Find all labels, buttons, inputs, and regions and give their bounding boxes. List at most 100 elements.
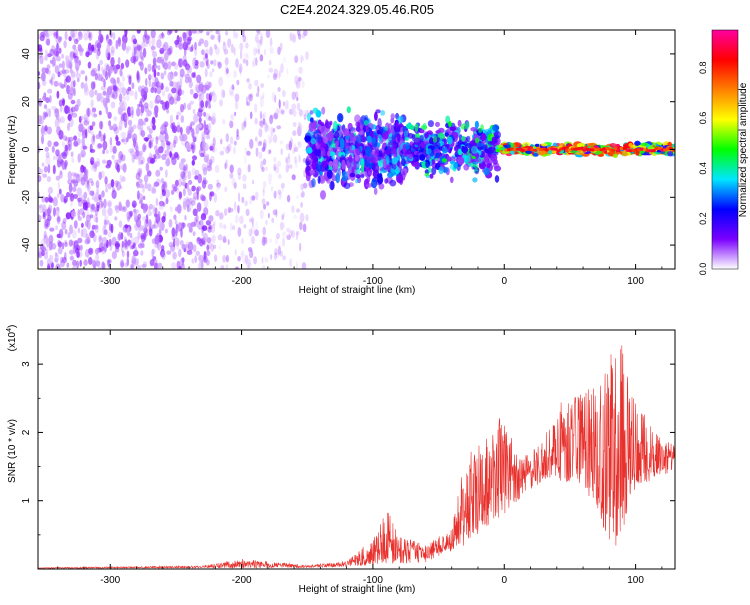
heatmap-cell [102,225,105,236]
heatmap-cell [463,163,470,171]
heatmap-cell [270,254,273,260]
heatmap-cell [192,62,196,69]
heatmap-cell [49,227,55,232]
heatmap-cell [58,173,63,179]
heatmap-cell [185,163,188,171]
heatmap-cell [70,99,76,105]
heatmap-cell [188,197,193,205]
heatmap-cell [47,263,51,269]
heatmap-cell [68,141,72,151]
heatmap-cell [366,155,370,162]
heatmap-cell [153,110,158,116]
heatmap-cell [247,164,251,173]
heatmap-cell [133,236,140,245]
heatmap-cell [88,31,93,41]
heatmap-cell [260,160,264,170]
heatmap-cell [55,111,60,120]
heatmap-cell [238,192,241,202]
heatmap-cell [171,87,177,94]
heatmap-cell [118,120,123,131]
heatmap-cell [117,126,122,131]
heatmap-cell [628,142,633,148]
heatmap-cell [179,68,185,78]
heatmap-cell [302,182,308,189]
heatmap-cell [222,235,227,243]
heatmap-cell [105,188,109,193]
colorbar-ticks: 0.0 0.2 0.4 0.6 0.8 [698,61,708,275]
heatmap-cell [101,190,105,198]
heatmap-cell [424,141,429,145]
heatmap-cell [67,106,71,114]
heatmap-cell [67,122,70,132]
heatmap-cell [117,56,121,65]
heatmap-cell [138,155,142,166]
heatmap-cell [490,153,498,162]
heatmap-cell [130,106,134,116]
heatmap-cell [38,175,42,183]
heatmap-cell [68,143,71,152]
heatmap-cell [164,149,170,157]
heatmap-cell [72,259,77,267]
heatmap-cell [233,182,237,189]
heatmap-cell [234,99,239,110]
heatmap-cell [281,214,284,221]
heatmap-cell [124,118,128,129]
heatmap-cell [146,125,151,131]
spectrogram-x-ticks: -300 -200 -100 0 100 [57,30,663,287]
heatmap-cell [113,126,120,135]
heatmap-cell [188,201,194,209]
heatmap-cell [248,82,252,90]
heatmap-cell [169,205,173,213]
heatmap-cell [157,220,163,229]
heatmap-cell [71,112,78,118]
heatmap-cell [107,183,112,190]
heatmap-cell [260,114,263,125]
heatmap-cell [384,149,392,155]
heatmap-cell [297,141,300,146]
heatmap-cell [199,238,204,247]
heatmap-cell [246,150,251,156]
heatmap-cell [44,218,49,228]
heatmap-cell [249,93,254,98]
heatmap-cell [154,234,160,245]
heatmap-cell [77,237,83,244]
heatmap-cell [284,100,288,110]
heatmap-cell [316,144,320,150]
heatmap-cell [466,135,471,142]
heatmap-cell [289,32,292,42]
heatmap-cell [331,155,336,160]
heatmap-cell [69,51,75,61]
heatmap-cell [125,45,132,51]
heatmap-cell [579,146,584,150]
heatmap-cell [38,215,41,222]
heatmap-cell [55,50,60,57]
heatmap-cell [47,186,54,194]
heatmap-cell [95,260,101,267]
svg-text:(x104): (x104) [6,325,18,352]
heatmap-cell [194,41,197,51]
heatmap-cell [136,107,141,117]
heatmap-cell [95,134,101,140]
heatmap-cell [115,134,119,142]
heatmap-cell [195,214,199,223]
heatmap-cell [234,32,239,39]
heatmap-cell [114,216,118,221]
heatmap-cell [217,33,221,42]
heatmap-cell [179,133,185,142]
heatmap-cell [236,79,240,86]
heatmap-cell [229,136,234,145]
heatmap-cell [90,130,94,136]
heatmap-cell [147,134,152,140]
heatmap-cell [62,153,67,160]
heatmap-cell [149,157,155,164]
heatmap-cell [255,147,259,157]
heatmap-cell [345,129,350,135]
heatmap-cell [424,172,430,177]
heatmap-cell [201,212,206,219]
heatmap-cell [165,228,168,234]
heatmap-cell [365,183,373,188]
heatmap-cell [49,95,52,103]
heatmap-cell [167,93,171,100]
heatmap-cell [215,46,220,56]
heatmap-cell [60,193,65,203]
